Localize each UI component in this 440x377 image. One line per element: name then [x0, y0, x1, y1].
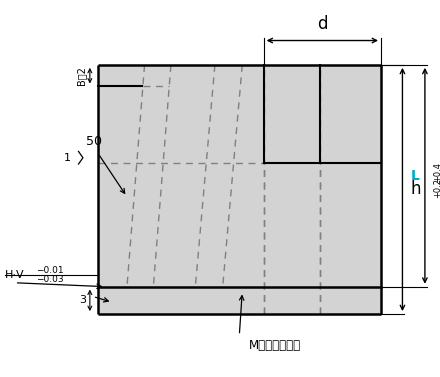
Text: +0.2: +0.2 [433, 178, 440, 198]
Text: h: h [410, 181, 421, 198]
Bar [98, 65, 381, 314]
Text: L: L [411, 169, 420, 183]
Text: −0.03: −0.03 [36, 275, 64, 284]
Text: +0.4: +0.4 [433, 162, 440, 182]
Text: H·V: H·V [5, 270, 25, 280]
Text: 3: 3 [79, 295, 86, 305]
Text: d: d [317, 15, 328, 33]
Text: −0.01: −0.01 [36, 265, 64, 274]
Text: 1: 1 [63, 153, 70, 163]
Text: M（拉拔轧纹）: M（拉拔轧纹） [249, 339, 301, 352]
Text: 50: 50 [86, 135, 102, 148]
Text: B＝2: B＝2 [76, 66, 86, 85]
